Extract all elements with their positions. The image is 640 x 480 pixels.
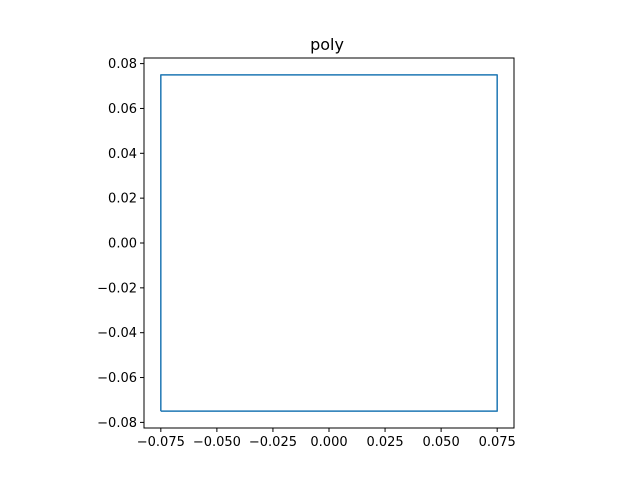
x-tick-label: −0.025: [249, 435, 297, 450]
series-line-polygon: [160, 74, 498, 412]
y-tick-label: −0.02: [97, 281, 137, 296]
y-axis: −0.08 −0.06 −0.04 −0.02 0.00 0.02 0.04 0.06 0.08: [97, 57, 144, 431]
x-tick-label: −0.075: [137, 435, 185, 450]
y-tick-label: 0.04: [108, 147, 137, 162]
x-tick-label: 0.025: [366, 435, 403, 450]
plot-area: [160, 74, 498, 412]
y-tick-label: 0.08: [108, 57, 137, 72]
y-tick-label: 0.00: [108, 237, 137, 252]
x-tick-label: −0.050: [193, 435, 241, 450]
chart-title: poly: [310, 35, 344, 54]
y-tick-label: −0.04: [97, 326, 137, 341]
y-tick-label: −0.08: [97, 416, 137, 431]
x-tick-label: 0.075: [479, 435, 516, 450]
axes-frame: [143, 57, 515, 429]
x-axis: −0.075 −0.050 −0.025 0.000 0.025 0.050 0.075: [137, 428, 516, 450]
x-tick-label: 0.000: [310, 435, 347, 450]
y-tick-label: −0.06: [97, 371, 137, 386]
y-tick-label: 0.02: [108, 192, 137, 207]
x-tick-label: 0.050: [423, 435, 460, 450]
y-tick-label: 0.06: [108, 102, 137, 117]
